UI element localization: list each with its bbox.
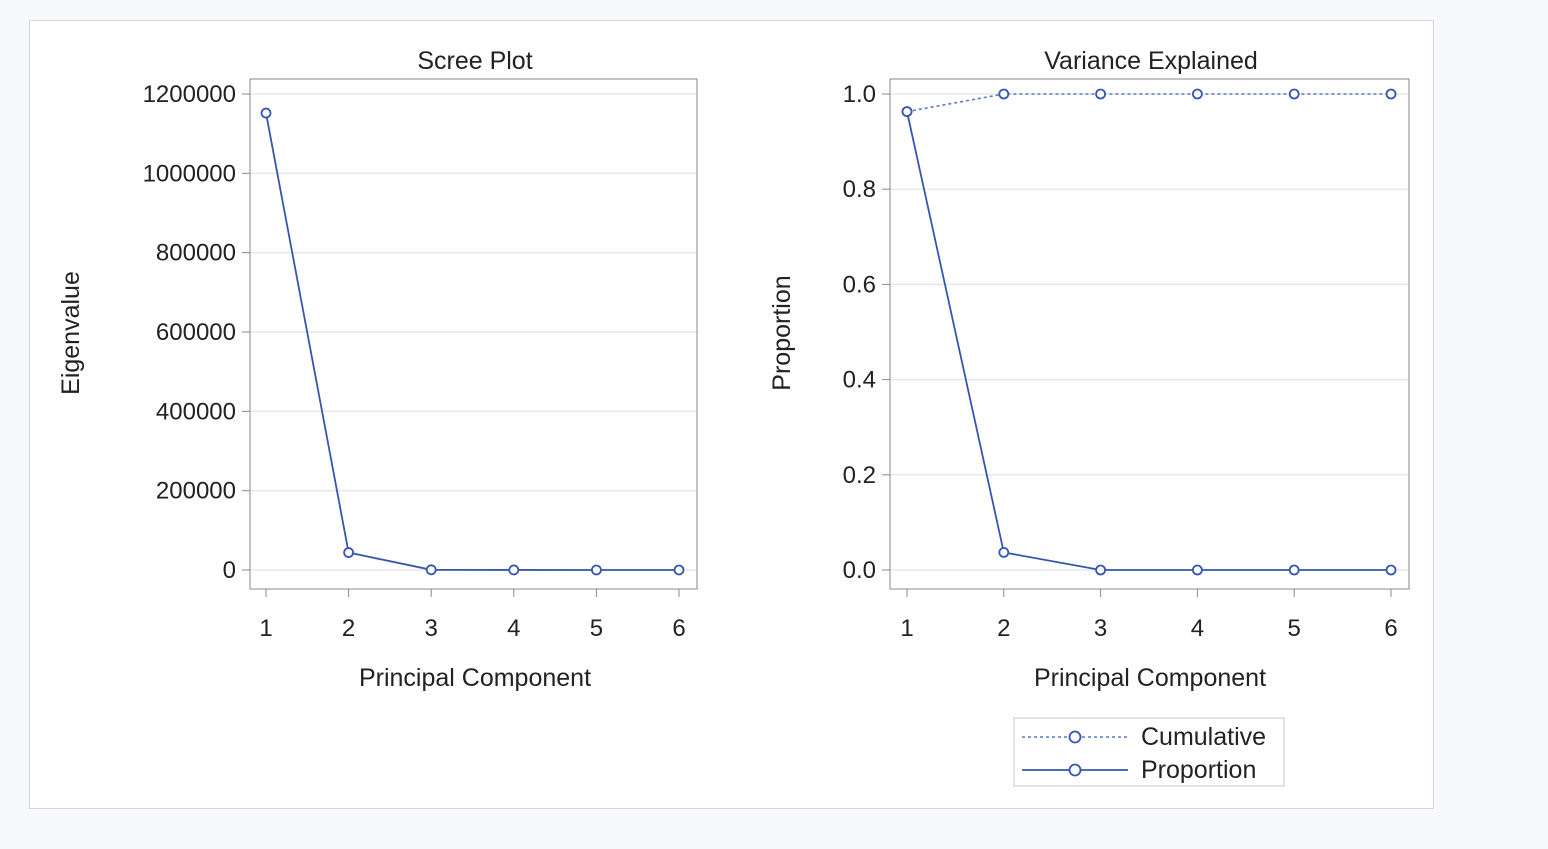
data-point: [260, 107, 272, 119]
y-tick-label: 0.2: [843, 462, 876, 489]
variance-x-axis-label: Principal Component: [1034, 664, 1266, 692]
y-tick-label: 0.0: [843, 557, 876, 584]
scree-plot: Scree Plot 0 200000 400000 600000 800000 1000…: [57, 47, 698, 692]
legend-box: [1013, 717, 1285, 787]
variance-plot-title: Variance Explained: [1044, 47, 1258, 75]
data-point: [591, 564, 602, 576]
y-tick-label: 800000: [156, 240, 236, 267]
variance-y-axis-label: Proportion: [768, 275, 796, 390]
x-tick-label: 4: [507, 615, 520, 642]
y-tick-label: 0: [223, 557, 236, 584]
variance-series: [901, 88, 1397, 576]
data-point: [1192, 564, 1203, 576]
scree-plot-area: [249, 78, 698, 590]
y-tick-label: 600000: [156, 319, 236, 346]
y-tick-label: 0.4: [843, 367, 876, 394]
x-tick-label: 1: [259, 615, 272, 642]
data-point: [998, 546, 1010, 558]
variance-x-ticks: 1 2 3 4 5 6: [900, 589, 1398, 642]
data-point: [673, 564, 685, 576]
data-point: [1288, 88, 1300, 100]
scree-gridlines: [250, 93, 697, 571]
x-tick-label: 3: [1094, 615, 1107, 642]
series-line: [265, 112, 680, 571]
legend: Cumulative Proportion: [1013, 717, 1285, 787]
legend-proportion-marker: [1068, 763, 1082, 777]
y-tick-label: 1200000: [143, 81, 236, 108]
data-point: [343, 547, 355, 558]
legend-proportion-label: Proportion: [1141, 756, 1256, 784]
variance-y-ticks: 0.0 0.2 0.4 0.6 0.8 1.0: [843, 81, 890, 584]
data-point: [425, 564, 437, 576]
x-tick-label: 4: [1191, 615, 1204, 642]
figure-panel: [29, 20, 1434, 809]
legend-cumulative-marker: [1068, 730, 1082, 744]
scree-series: [260, 107, 685, 576]
x-tick-label: 2: [997, 615, 1010, 642]
y-tick-label: 1.0: [843, 81, 876, 108]
data-point: [1385, 88, 1397, 100]
x-tick-label: 6: [1384, 615, 1397, 642]
series-line: [906, 93, 1391, 113]
data-point: [508, 564, 520, 576]
x-tick-label: 1: [900, 615, 913, 642]
data-point: [998, 88, 1010, 100]
x-tick-label: 3: [425, 615, 438, 642]
variance-plot-area: [889, 78, 1410, 590]
data-point: [901, 106, 913, 118]
legend-cumulative-label: Cumulative: [1141, 723, 1266, 751]
y-tick-label: 0.8: [843, 176, 876, 203]
scree-y-axis-label: Eigenvalue: [57, 271, 85, 395]
y-tick-label: 400000: [156, 398, 236, 425]
data-point: [1385, 564, 1397, 576]
x-tick-label: 5: [1288, 615, 1301, 642]
scree-y-ticks: 0 200000 400000 600000 800000 1000000 1200000: [143, 81, 250, 584]
data-point: [1095, 564, 1106, 576]
scree-plot-title: Scree Plot: [417, 47, 532, 75]
series-line: [906, 111, 1391, 571]
data-point: [1192, 88, 1203, 100]
data-point: [1095, 88, 1106, 100]
y-tick-label: 0.6: [843, 271, 876, 298]
x-tick-label: 6: [672, 615, 685, 642]
variance-gridlines: [890, 93, 1409, 571]
y-tick-label: 200000: [156, 478, 236, 505]
y-tick-label: 1000000: [143, 160, 236, 187]
data-point: [1288, 564, 1300, 576]
variance-explained-plot: Variance Explained 0.0 0.2 0.4 0.6 0.8 1.0 1 2…: [768, 47, 1410, 692]
x-tick-label: 5: [590, 615, 603, 642]
scree-x-axis-label: Principal Component: [359, 664, 591, 692]
scree-x-ticks: 1 2 3 4 5 6: [259, 589, 686, 642]
x-tick-label: 2: [342, 615, 355, 642]
